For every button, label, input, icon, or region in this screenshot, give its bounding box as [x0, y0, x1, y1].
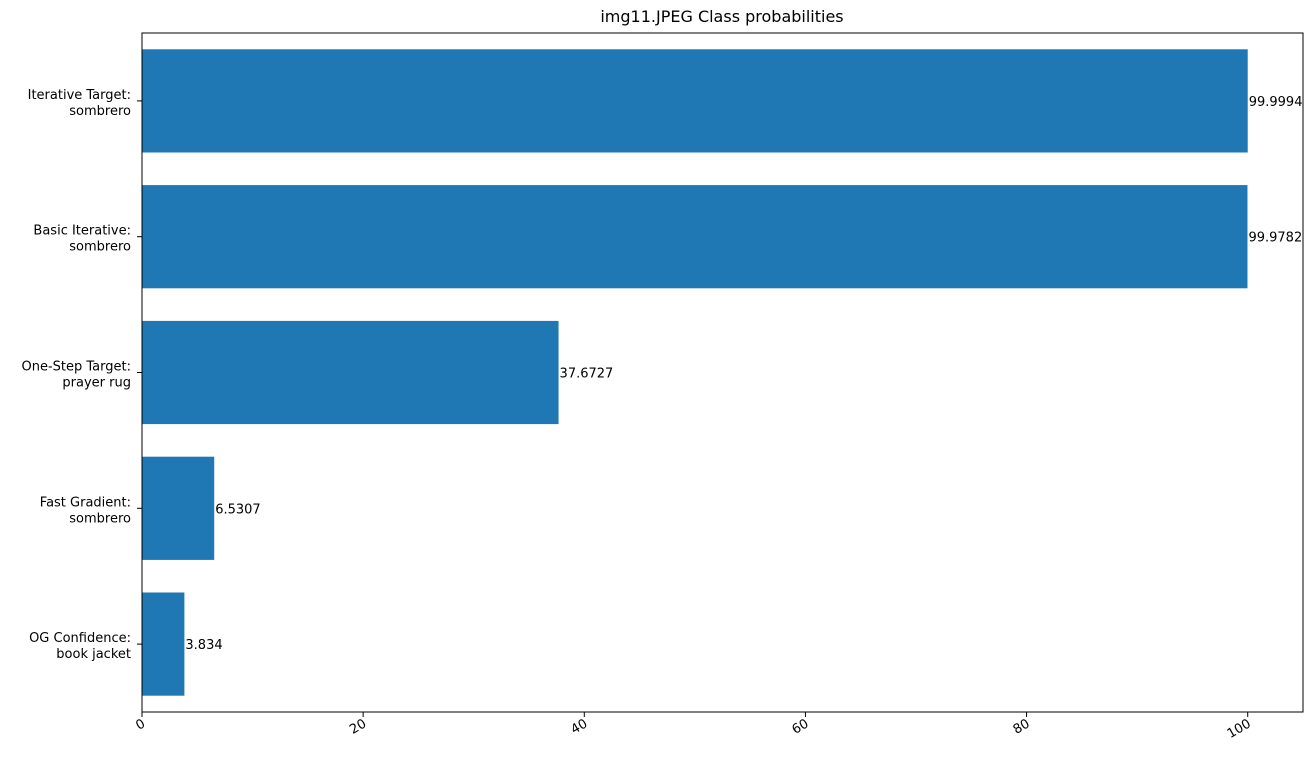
bar-2	[142, 320, 559, 425]
x-tick-label-2: 40	[568, 716, 590, 737]
value-label-2: 37.6727	[560, 367, 614, 382]
category-label-2: One-Step Target: prayer rug	[22, 360, 132, 391]
x-tick-label-1: 20	[347, 716, 369, 737]
x-tick-label-5: 100	[1225, 716, 1254, 741]
plot-frame	[141, 32, 1304, 713]
chart-title: img11.JPEG Class probabilities	[600, 7, 843, 26]
value-label-1: 99.9782	[1248, 231, 1302, 246]
value-label-0: 99.9994	[1249, 95, 1303, 110]
value-label-4: 3.834	[185, 638, 222, 653]
value-label-3: 6.5307	[215, 502, 261, 517]
category-label-line: prayer rug	[62, 376, 131, 391]
bar-3	[142, 456, 215, 560]
category-label-line: Iterative Target:	[28, 88, 131, 103]
category-label-0: Iterative Target: sombrero	[28, 88, 131, 119]
category-label-line: sombrero	[69, 240, 131, 255]
x-tick-label-3: 60	[790, 716, 812, 737]
x-tick-label-4: 80	[1011, 716, 1033, 737]
category-label-line: Fast Gradient:	[40, 495, 131, 510]
category-label-line: sombrero	[69, 104, 131, 119]
axes-layer	[137, 32, 1304, 717]
category-label-3: Fast Gradient: sombrero	[40, 495, 131, 526]
category-label-4: OG Confidence: book jacket	[29, 631, 131, 662]
bars-layer	[142, 49, 1248, 696]
category-label-line: One-Step Target:	[22, 360, 132, 375]
bar-1	[142, 185, 1248, 289]
category-label-line: OG Confidence:	[29, 631, 131, 646]
category-label-line: Basic Iterative:	[33, 224, 131, 239]
category-label-1: Basic Iterative: sombrero	[33, 224, 131, 255]
x-tick-label-0: 0	[133, 716, 148, 733]
category-label-line: book jacket	[56, 647, 131, 662]
bar-0	[142, 49, 1248, 153]
category-label-line: sombrero	[69, 511, 131, 526]
bar-4	[142, 592, 185, 696]
